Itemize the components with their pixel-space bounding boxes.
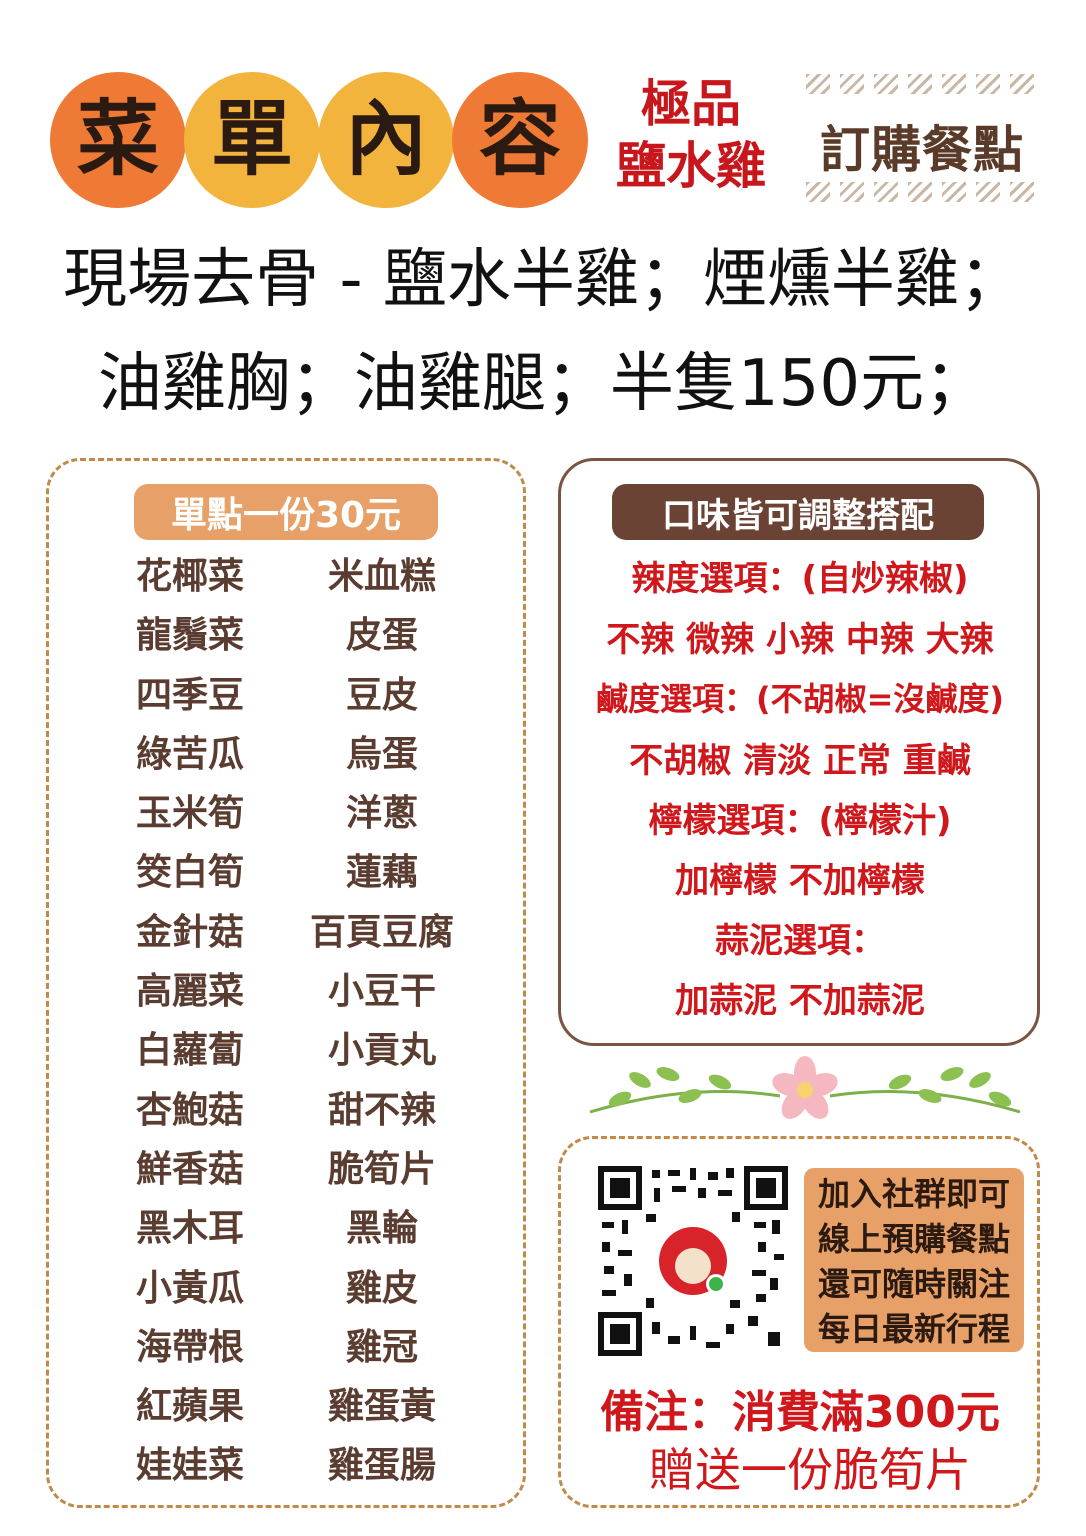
spicy-options: 不辣 微辣 小辣 中辣 大辣 bbox=[606, 620, 994, 660]
menu-panel bbox=[46, 458, 526, 1508]
join-line-4: 每日最新行程 bbox=[817, 1310, 1010, 1348]
lemon-options: 加檸檬 不加檸檬 bbox=[675, 861, 925, 901]
menu-item: 百頁豆腐 bbox=[309, 911, 454, 953]
menu-item: 筊白筍 bbox=[135, 852, 244, 894]
title-char-1: 菜 bbox=[50, 72, 186, 208]
intro-line-2: 油雞胸；油雞腿；半隻150元； bbox=[97, 347, 989, 421]
community-panel bbox=[558, 1136, 1040, 1508]
garlic-label: 蒜泥選項： bbox=[715, 921, 885, 961]
spicy-label: 辣度選項：(自炒辣椒) bbox=[631, 559, 969, 599]
menu-left-column: 花椰菜 龍鬚菜 四季豆 綠苦瓜 玉米筍 筊白筍 金針菇 高麗菜 白蘿蔔 杏鮑菇 … bbox=[90, 552, 290, 1501]
menu-item: 紅蘋果 bbox=[135, 1386, 244, 1428]
menu-right-column: 米血糕 皮蛋 豆皮 烏蛋 洋蔥 蓮藕 百頁豆腐 小豆干 小貢丸 甜不辣 脆筍片 … bbox=[282, 552, 482, 1501]
menu-item: 甜不辣 bbox=[327, 1089, 436, 1131]
menu-item: 脆筍片 bbox=[327, 1148, 436, 1190]
decorative-hatch-bottom bbox=[806, 182, 1036, 202]
menu-item: 海帶根 bbox=[135, 1326, 244, 1368]
flower-vine-icon bbox=[589, 1056, 1021, 1119]
join-line-1: 加入社群即可 bbox=[817, 1175, 1010, 1213]
title-char-4: 容 bbox=[452, 72, 588, 208]
title-char-3: 內 bbox=[318, 72, 454, 208]
menu-item: 小黃瓜 bbox=[135, 1267, 244, 1309]
menu-item: 杏鮑菇 bbox=[135, 1089, 244, 1131]
join-line-3: 還可隨時關注 bbox=[817, 1265, 1010, 1303]
menu-item: 小豆干 bbox=[327, 971, 436, 1013]
qr-code-icon[interactable] bbox=[598, 1166, 788, 1356]
menu-item: 鮮香菇 bbox=[135, 1148, 244, 1190]
decorative-hatch-top bbox=[806, 74, 1036, 94]
order-label: 訂購餐點 bbox=[820, 121, 1024, 179]
menu-item: 烏蛋 bbox=[345, 733, 418, 775]
menu-item: 娃娃菜 bbox=[135, 1445, 244, 1487]
menu-item: 花椰菜 bbox=[135, 556, 244, 597]
tagline-line-1: 極品 bbox=[641, 75, 741, 133]
menu-item: 蓮藕 bbox=[345, 852, 418, 894]
menu-item: 小貢丸 bbox=[327, 1030, 436, 1072]
menu-item: 米血糕 bbox=[327, 556, 436, 597]
menu-item: 雞皮 bbox=[345, 1267, 418, 1309]
menu-item: 雞蛋腸 bbox=[327, 1445, 436, 1487]
flavor-title: 口味皆可調整搭配 bbox=[612, 484, 984, 540]
tagline-line-2: 鹽水雞 bbox=[616, 137, 766, 195]
menu-item: 雞冠 bbox=[345, 1326, 418, 1368]
menu-item: 黑木耳 bbox=[135, 1208, 244, 1250]
salt-label: 鹹度選項：(不胡椒=沒鹹度) bbox=[595, 680, 1005, 718]
flavor-panel bbox=[558, 458, 1040, 1046]
title-char-2: 單 bbox=[184, 72, 320, 208]
menu-title: 單點一份30元 bbox=[134, 484, 438, 540]
join-line-2: 線上預購餐點 bbox=[817, 1220, 1010, 1258]
menu-item: 白蘿蔔 bbox=[135, 1030, 244, 1072]
menu-item: 四季豆 bbox=[135, 674, 244, 716]
intro-line-1: 現場去骨 - 鹽水半雞；煙燻半雞； bbox=[63, 243, 1023, 317]
menu-item: 金針菇 bbox=[135, 911, 244, 953]
menu-item: 豆皮 bbox=[345, 674, 418, 716]
salt-options: 不胡椒 清淡 正常 重鹹 bbox=[629, 741, 971, 781]
note-title: 備注：消費滿300元 bbox=[600, 1387, 1000, 1438]
menu-item: 玉米筍 bbox=[135, 793, 244, 835]
join-community-box[interactable]: 加入社群即可 線上預購餐點 還可隨時關注 每日最新行程 bbox=[804, 1168, 1024, 1352]
menu-item: 龍鬚菜 bbox=[135, 615, 244, 657]
menu-item: 綠苦瓜 bbox=[135, 733, 244, 775]
note-subtitle: 贈送一份脆筍片 bbox=[649, 1443, 971, 1497]
menu-item: 皮蛋 bbox=[345, 615, 418, 657]
lemon-label: 檸檬選項：(檸檬汁) bbox=[648, 801, 952, 841]
menu-item: 高麗菜 bbox=[135, 971, 244, 1013]
menu-item: 雞蛋黃 bbox=[327, 1386, 436, 1428]
garlic-options: 加蒜泥 不加蒜泥 bbox=[675, 981, 925, 1021]
menu-item: 洋蔥 bbox=[345, 793, 418, 835]
menu-item: 黑輪 bbox=[345, 1208, 418, 1250]
